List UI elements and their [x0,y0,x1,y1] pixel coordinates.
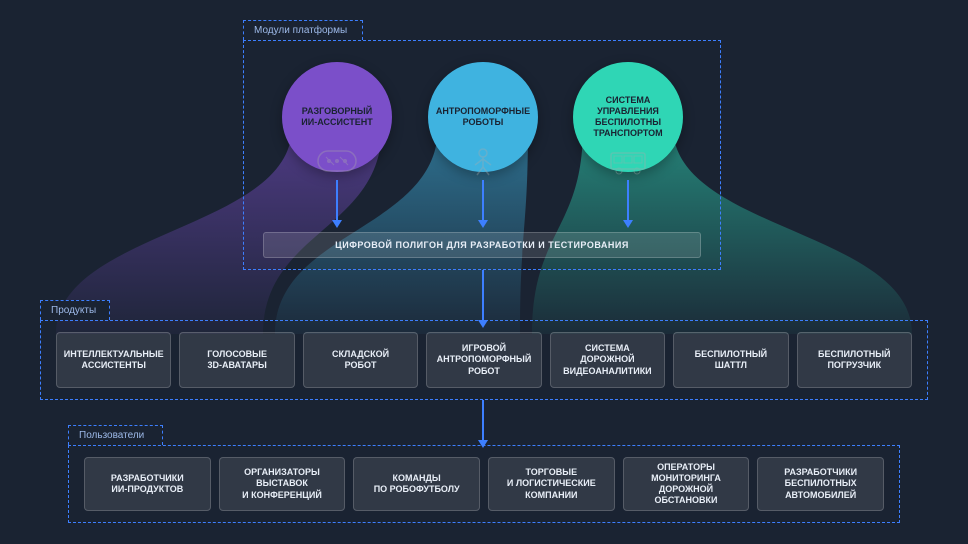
product-card: СКЛАДСКОЙ РОБОТ [303,332,418,388]
arrow-bar-to-products [482,270,484,328]
user-card: ОРГАНИЗАТОРЫ ВЫСТАВОК И КОНФЕРЕНЦИЙ [219,457,346,511]
product-card: ГОЛОСОВЫЕ 3D-АВАТАРЫ [179,332,294,388]
section-tab-products: Продукты [40,300,110,320]
user-card: ТОРГОВЫЕ И ЛОГИСТИЧЕСКИЕ КОМПАНИИ [488,457,615,511]
user-card: РАЗРАБОТЧИКИ ИИ-ПРОДУКТОВ [84,457,211,511]
user-card: КОМАНДЫ ПО РОБОФУТБОЛУ [353,457,480,511]
human-icon [460,147,506,177]
section-tab-modules: Модули платформы [243,20,363,40]
chat-icon [314,147,360,177]
arrow-robots-to-bar [482,180,484,228]
testing-polygon-label: ЦИФРОВОЙ ПОЛИГОН ДЛЯ РАЗРАБОТКИ И ТЕСТИР… [335,240,629,250]
diagram-canvas: Модули платформы Продукты Пользователи Ц… [0,0,968,544]
section-label: Модули платформы [254,25,347,36]
product-card: СИСТЕМА ДОРОЖНОЙ ВИДЕОАНАЛИТИКИ [550,332,665,388]
product-card: БЕСПИЛОТНЫЙ ШАТТЛ [673,332,788,388]
product-card: ИНТЕЛЛЕКТУАЛЬНЫЕ АССИСТЕНТЫ [56,332,171,388]
arrow-transport-to-bar [627,180,629,228]
bus-icon [605,147,651,177]
section-label: Продукты [51,305,96,316]
testing-polygon-bar: ЦИФРОВОЙ ПОЛИГОН ДЛЯ РАЗРАБОТКИ И ТЕСТИР… [263,232,701,258]
section-tab-users: Пользователи [68,425,163,445]
user-card: РАЗРАБОТЧИКИ БЕСПИЛОТНЫХ АВТОМОБИЛЕЙ [757,457,884,511]
arrow-assistant-to-bar [336,180,338,228]
product-card: ИГРОВОЙ АНТРОПОМОРФНЫЙ РОБОТ [426,332,541,388]
product-card: БЕСПИЛОТНЫЙ ПОГРУЗЧИК [797,332,912,388]
arrow-products-to-users [482,400,484,448]
user-card: ОПЕРАТОРЫ МОНИТОРИНГА ДОРОЖНОЙ ОБСТАНОВК… [623,457,750,511]
section-label: Пользователи [79,430,144,441]
